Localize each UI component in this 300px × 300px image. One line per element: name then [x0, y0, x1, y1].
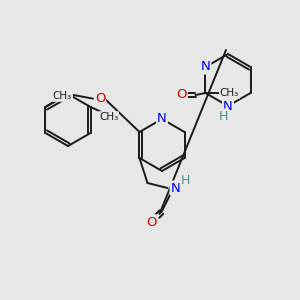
Text: O: O	[95, 92, 105, 106]
Text: O: O	[146, 215, 157, 229]
Text: N: N	[223, 100, 233, 112]
Text: CH₃: CH₃	[99, 112, 118, 122]
Text: N: N	[171, 182, 180, 194]
Text: CH₃: CH₃	[53, 91, 72, 101]
Text: H: H	[181, 173, 190, 187]
Text: O: O	[176, 88, 187, 101]
Text: CH₃: CH₃	[220, 88, 239, 98]
Text: N: N	[157, 112, 167, 125]
Text: N: N	[201, 61, 210, 74]
Text: H: H	[218, 110, 228, 122]
